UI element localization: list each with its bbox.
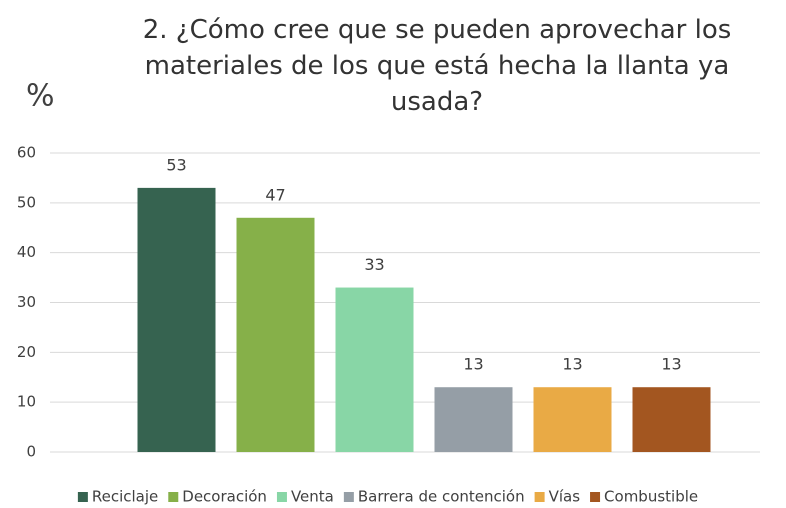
y-tick-label: 30: [17, 293, 36, 311]
y-tick-label: 60: [17, 144, 36, 162]
bar: [632, 387, 711, 452]
legend-label: Barrera de contención: [358, 488, 525, 506]
value-label: 53: [166, 155, 186, 174]
legend-label: Combustible: [604, 488, 698, 506]
legend-label: Reciclaje: [92, 488, 158, 506]
value-label: 47: [265, 185, 285, 204]
value-label: 13: [463, 355, 483, 374]
legend-swatch: [168, 492, 179, 502]
legend-swatch: [590, 492, 601, 502]
legend-swatch: [77, 492, 88, 502]
bar: [137, 187, 216, 452]
y-tick-label: 40: [17, 243, 36, 261]
y-tick-label: 10: [17, 393, 36, 411]
legend-swatch: [276, 492, 287, 502]
bar: [533, 387, 612, 452]
legend-swatch: [534, 492, 545, 502]
legend-label: Vías: [549, 488, 581, 506]
y-axis-label: %: [26, 79, 55, 114]
y-tick-label: 0: [26, 443, 36, 461]
value-label: 13: [562, 355, 582, 374]
bar: [236, 217, 315, 452]
bar: [434, 387, 513, 452]
y-tick-label: 50: [17, 193, 36, 211]
bar: [335, 287, 414, 452]
value-label: 33: [364, 255, 384, 274]
y-tick-label: 20: [17, 343, 36, 361]
value-label: 13: [661, 355, 681, 374]
chart-title: 2. ¿Cómo cree que se pueden aprovechar l…: [142, 15, 732, 117]
legend-label: Decoración: [182, 488, 267, 506]
legend-label: Venta: [291, 488, 334, 506]
legend-swatch: [343, 492, 354, 502]
